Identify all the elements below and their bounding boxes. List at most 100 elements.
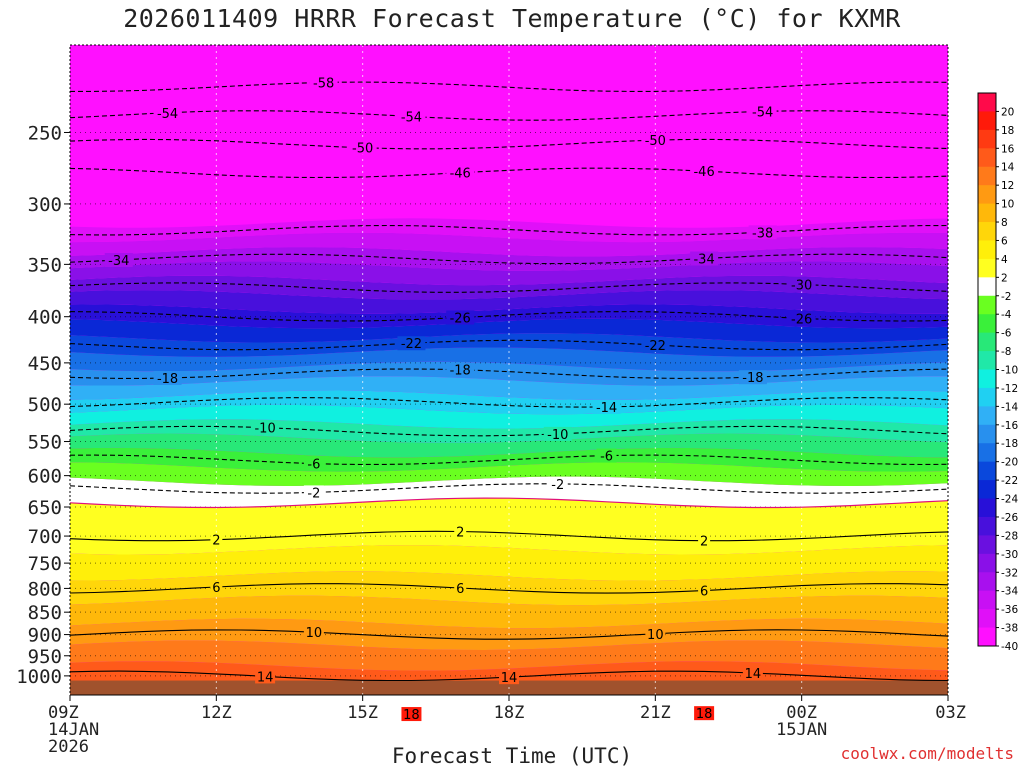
y-tick-label: 350 xyxy=(28,254,62,276)
y-tick-label: 450 xyxy=(28,353,62,375)
colorbar-swatch xyxy=(978,185,996,205)
temperature-band xyxy=(70,247,948,271)
isotherm-label: 2 xyxy=(212,534,220,549)
x-tick-label: 15JAN xyxy=(776,720,827,740)
isotherm-label: -10 xyxy=(547,428,568,443)
isotherm-label: -2 xyxy=(307,486,320,501)
isotherm-label: -22 xyxy=(401,337,422,352)
y-tick-label: 300 xyxy=(28,194,62,216)
isotherm-label: -26 xyxy=(450,312,471,327)
isotherm-label: 2 xyxy=(700,535,708,550)
colorbar-swatch xyxy=(978,203,996,223)
source-credit[interactable]: coolwx.com/modelts xyxy=(840,744,1014,763)
x-tick-label: 15Z xyxy=(347,703,378,723)
isotherm-label: -34 xyxy=(108,254,129,269)
colorbar-swatch xyxy=(978,406,996,426)
colorbar-swatch xyxy=(978,480,996,500)
isotherm-line xyxy=(69,368,949,379)
y-axis: 2503003504004505005506006507007508008509… xyxy=(16,122,70,688)
isotherm-label: -18 xyxy=(742,371,763,386)
isotherm-label: 18 xyxy=(403,708,420,723)
isotherm-label: -50 xyxy=(645,134,666,149)
colorbar-label: -2 xyxy=(1001,291,1011,303)
y-tick-label: 850 xyxy=(28,602,62,624)
isotherm-label: -26 xyxy=(791,312,812,327)
colorbar-label: 12 xyxy=(1001,180,1014,192)
colorbar-label: -32 xyxy=(1001,567,1018,579)
colorbar-label: 18 xyxy=(1001,125,1014,137)
isotherm-label: -46 xyxy=(450,167,471,182)
isotherm-line xyxy=(69,138,949,150)
isotherm-label-bg xyxy=(397,336,426,351)
isotherm-label: -10 xyxy=(254,422,275,437)
colorbar-label: -28 xyxy=(1001,530,1018,542)
y-tick-label: 1000 xyxy=(16,666,62,688)
temperature-band xyxy=(70,275,948,300)
isotherm-label: -2 xyxy=(551,478,564,493)
isotherm-line xyxy=(69,224,949,236)
colorbar-label: -16 xyxy=(1001,420,1018,432)
isotherm-label-bg xyxy=(303,485,324,500)
isotherm-label-bg xyxy=(748,225,777,240)
isotherm-label: 10 xyxy=(647,628,664,643)
temperature-band xyxy=(70,433,948,458)
temperature-band xyxy=(70,218,948,243)
isotherm-label: -6 xyxy=(307,458,320,473)
isotherms: -58-54 -54 -54-50-50-46 -46-38-34 -34-30-26-… xyxy=(69,75,949,723)
colorbar-label: -14 xyxy=(1001,401,1018,413)
isotherm-label-bg xyxy=(641,133,670,148)
colorbar: 20 18 16 14 12 10 8 6 4 2 -2 -4 -6 -8 -10 -12 -14 -16 -18 -… xyxy=(977,92,1018,653)
x-tick-label: 21Z xyxy=(640,703,671,723)
y-tick-label: 700 xyxy=(28,526,62,548)
isotherm-label-bg xyxy=(645,626,666,641)
temperature-band xyxy=(70,571,948,606)
isotherm-label-bg xyxy=(690,251,719,266)
colorbar-swatch xyxy=(978,295,996,315)
colorbar-label: -12 xyxy=(1001,383,1018,395)
isotherm-label: 14 xyxy=(257,670,274,685)
colorbar-label: 4 xyxy=(1001,254,1008,266)
colorbar-swatch xyxy=(978,277,996,297)
y-tick-label: 650 xyxy=(28,497,62,519)
isotherm-label-bg xyxy=(698,583,711,598)
isotherm-line xyxy=(69,397,949,408)
freezing-level-line xyxy=(69,497,949,509)
colorbar-swatch xyxy=(978,424,996,444)
isotherm-label: -34 xyxy=(693,253,714,268)
isotherm-label: -54 xyxy=(157,107,178,122)
isotherm-line xyxy=(69,167,949,179)
colorbar-swatch xyxy=(978,535,996,555)
isotherm-label-bg xyxy=(153,371,182,386)
y-tick-label: 750 xyxy=(28,553,62,575)
colorbar-swatch xyxy=(978,240,996,260)
isotherm-label: -38 xyxy=(752,226,773,241)
temperature-band xyxy=(70,290,948,314)
isotherm-label-bg xyxy=(303,625,324,640)
colorbar-label: 10 xyxy=(1001,199,1014,211)
colorbar-label: -26 xyxy=(1001,512,1018,524)
colorbar-label: -30 xyxy=(1001,549,1018,561)
isotherm-label-bg xyxy=(309,75,338,90)
isotherm-label-bg xyxy=(255,669,276,684)
colorbar-swatch xyxy=(978,553,996,573)
x-tick-label: 03Z xyxy=(935,703,966,723)
colorbar-label: -36 xyxy=(1001,604,1018,616)
isotherm-line xyxy=(70,81,949,92)
colorbar-label: 16 xyxy=(1001,143,1015,155)
isotherm-label: 2 xyxy=(456,526,464,541)
colorbar-swatch xyxy=(978,609,996,629)
isotherm-label-bg xyxy=(547,476,568,491)
colorbar-swatch xyxy=(978,387,996,407)
colorbar-swatch xyxy=(978,572,996,592)
isotherm-label-bg xyxy=(454,524,467,539)
isotherm-label: -18 xyxy=(450,364,471,379)
y-tick-label: 550 xyxy=(28,432,62,454)
temperature-band xyxy=(70,390,948,415)
isotherm-label-bg xyxy=(153,105,182,120)
isotherm-label: -30 xyxy=(791,278,812,293)
isotherm-label-bg xyxy=(787,277,816,292)
isotherm-label: -50 xyxy=(352,142,373,157)
y-tick-label: 500 xyxy=(28,394,62,416)
isotherm-label-bg xyxy=(787,311,816,326)
